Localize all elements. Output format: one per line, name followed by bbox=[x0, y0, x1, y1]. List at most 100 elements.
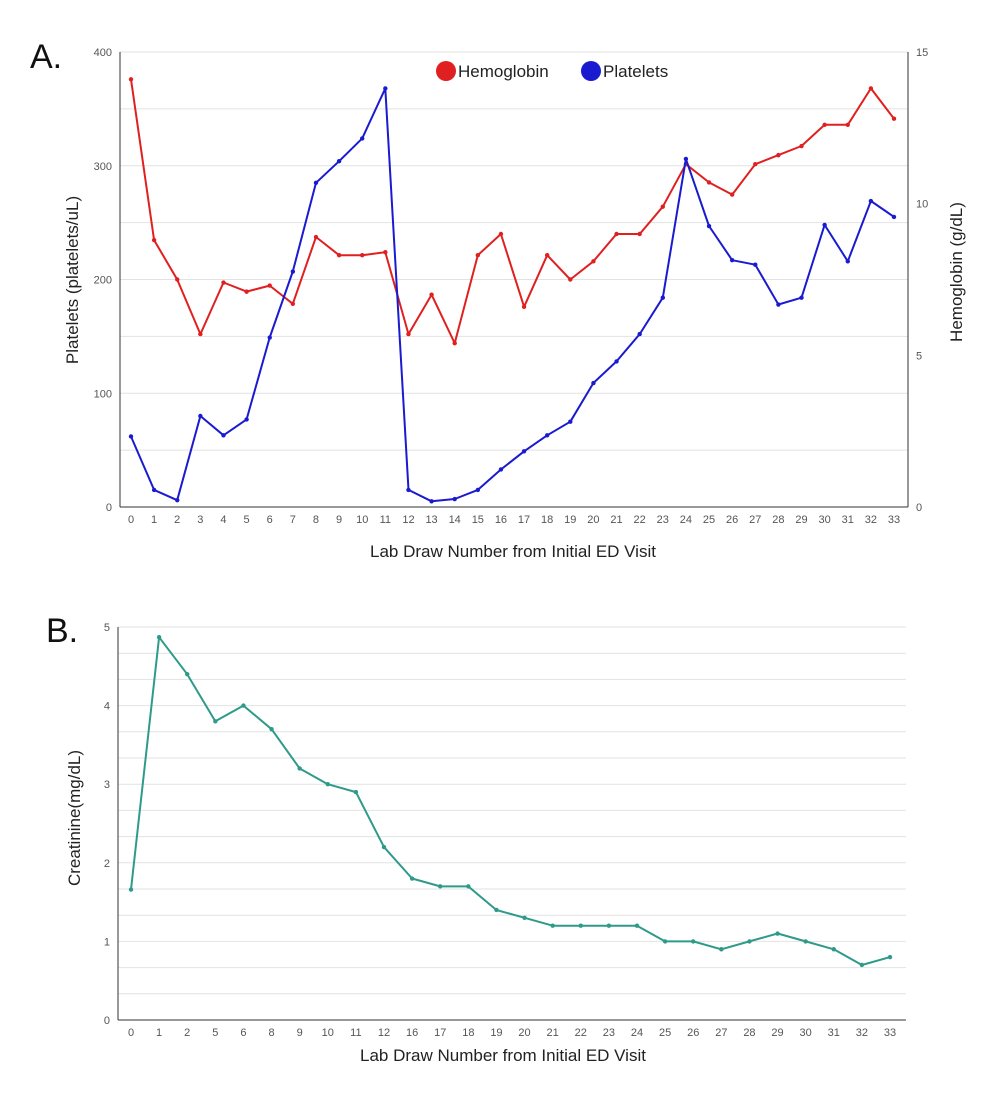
data-point-creatinine bbox=[550, 923, 555, 928]
data-point-hemoglobin bbox=[706, 180, 712, 185]
data-point-platelets bbox=[452, 496, 457, 502]
data-point-hemoglobin bbox=[521, 304, 527, 309]
chart-b-x-tick-label: 16 bbox=[406, 1027, 418, 1039]
chart-a-x-tick-label: 18 bbox=[541, 514, 553, 526]
chart-b-x-tick-label: 28 bbox=[743, 1027, 755, 1039]
data-point-creatinine bbox=[775, 931, 780, 936]
data-point-platelets bbox=[822, 222, 827, 228]
chart-a-x-tick-label: 5 bbox=[244, 514, 250, 526]
series-line-creatinine bbox=[130, 636, 891, 966]
chart-a-x-tick-label: 3 bbox=[197, 514, 203, 526]
data-point-platelets bbox=[868, 198, 874, 204]
chart-b-x-tick-label: 33 bbox=[884, 1027, 896, 1039]
chart-a-x-tick-label: 19 bbox=[564, 514, 576, 526]
data-point-platelets bbox=[660, 295, 665, 300]
data-point-hemoglobin bbox=[267, 283, 272, 288]
chart-b-y-tick-label: 2 bbox=[104, 858, 110, 870]
chart-a-x-tick-label: 13 bbox=[425, 514, 437, 526]
data-point-hemoglobin bbox=[475, 253, 481, 258]
chart-b-x-tick-label: 0 bbox=[128, 1027, 134, 1039]
data-point-hemoglobin bbox=[568, 277, 573, 282]
data-point-platelets bbox=[151, 487, 157, 493]
data-point-creatinine bbox=[747, 939, 752, 944]
panel-a-label: A. bbox=[30, 38, 62, 76]
data-point-platelets bbox=[498, 467, 504, 472]
data-point-hemoglobin bbox=[221, 280, 226, 285]
chart-a-x-tick-label: 28 bbox=[772, 514, 784, 526]
data-point-hemoglobin bbox=[776, 152, 781, 158]
data-point-creatinine bbox=[522, 915, 527, 921]
data-point-platelets bbox=[891, 214, 897, 220]
chart-a-x-axis-title: Lab Draw Number from Initial ED Visit bbox=[370, 542, 656, 561]
chart-a-x-tick-label: 11 bbox=[380, 514, 391, 526]
data-point-hemoglobin bbox=[637, 231, 642, 237]
data-point-creatinine bbox=[269, 726, 274, 732]
data-point-hemoglobin bbox=[891, 116, 897, 121]
chart-a-x-tick-label: 32 bbox=[865, 514, 877, 526]
chart-b-x-tick-label: 6 bbox=[240, 1027, 246, 1039]
chart-a-x-tick-label: 27 bbox=[749, 514, 761, 526]
chart-b-x-tick-label: 8 bbox=[268, 1027, 274, 1039]
data-point-platelets bbox=[128, 434, 134, 439]
chart-b-y-tick-label: 4 bbox=[104, 701, 110, 713]
panel-b-label: B. bbox=[46, 612, 78, 650]
data-point-hemoglobin bbox=[406, 331, 411, 337]
chart-a-right-tick-label: 15 bbox=[916, 47, 928, 59]
chart-a-x-tick-label: 31 bbox=[842, 514, 854, 526]
data-point-creatinine bbox=[185, 671, 190, 677]
chart-b-x-tick-label: 12 bbox=[378, 1027, 390, 1039]
chart-b-y-axis-title: Creatinine(mg/dL) bbox=[65, 750, 84, 886]
data-point-platelets bbox=[637, 331, 642, 337]
chart-a-x-tick-label: 14 bbox=[449, 514, 461, 526]
data-point-hemoglobin bbox=[290, 301, 296, 306]
chart-b-y-tick-label: 1 bbox=[104, 936, 110, 948]
data-point-creatinine bbox=[213, 719, 218, 724]
chart-b-x-tick-label: 23 bbox=[603, 1027, 615, 1039]
data-point-hemoglobin bbox=[336, 253, 342, 258]
chart-a-x-tick-label: 22 bbox=[634, 514, 646, 526]
data-point-hemoglobin bbox=[452, 341, 457, 346]
chart-b-x-tick-label: 27 bbox=[715, 1027, 727, 1039]
data-point-hemoglobin bbox=[198, 331, 203, 337]
data-point-creatinine bbox=[128, 887, 134, 892]
data-point-hemoglobin bbox=[498, 231, 504, 237]
chart-b-x-tick-label: 22 bbox=[575, 1027, 587, 1039]
data-point-hemoglobin bbox=[151, 237, 157, 243]
data-point-hemoglobin bbox=[544, 253, 550, 258]
chart-a-right-tick-label: 5 bbox=[916, 350, 922, 362]
chart-a-x-tick-label: 25 bbox=[703, 514, 715, 526]
chart-a-x-tick-label: 21 bbox=[610, 514, 622, 526]
data-point-platelets bbox=[544, 433, 550, 438]
data-point-platelets bbox=[383, 86, 388, 91]
data-point-creatinine bbox=[803, 939, 808, 944]
data-point-creatinine bbox=[381, 844, 387, 850]
chart-a-x-tick-label: 29 bbox=[795, 514, 807, 526]
data-point-platelets bbox=[244, 417, 249, 422]
chart-b-x-tick-label: 32 bbox=[856, 1027, 868, 1039]
data-point-platelets bbox=[706, 223, 712, 229]
data-point-creatinine bbox=[578, 923, 583, 928]
data-point-creatinine bbox=[831, 947, 836, 952]
data-point-platelets bbox=[521, 449, 527, 454]
chart-b-x-tick-label: 26 bbox=[687, 1027, 699, 1039]
data-point-platelets bbox=[221, 433, 226, 438]
data-point-platelets bbox=[753, 262, 758, 267]
data-point-platelets bbox=[406, 487, 411, 493]
chart-a-x-tick-label: 6 bbox=[267, 514, 273, 526]
data-point-platelets bbox=[683, 156, 689, 162]
data-point-creatinine bbox=[353, 789, 359, 795]
data-point-creatinine bbox=[438, 884, 443, 889]
data-point-hemoglobin bbox=[429, 292, 434, 297]
chart-a-left-axis-title: Platelets (platelets/uL) bbox=[63, 196, 82, 364]
data-point-creatinine bbox=[887, 954, 893, 960]
chart-a-x-tick-label: 30 bbox=[819, 514, 831, 526]
data-point-creatinine bbox=[634, 923, 640, 928]
data-point-platelets bbox=[845, 259, 850, 264]
data-point-hemoglobin bbox=[175, 277, 180, 282]
chart-b-x-tick-label: 31 bbox=[828, 1027, 840, 1039]
data-point-creatinine bbox=[156, 635, 162, 640]
chart-a-x-tick-label: 20 bbox=[587, 514, 599, 526]
series-line-platelets bbox=[130, 87, 895, 503]
data-point-creatinine bbox=[691, 939, 696, 944]
